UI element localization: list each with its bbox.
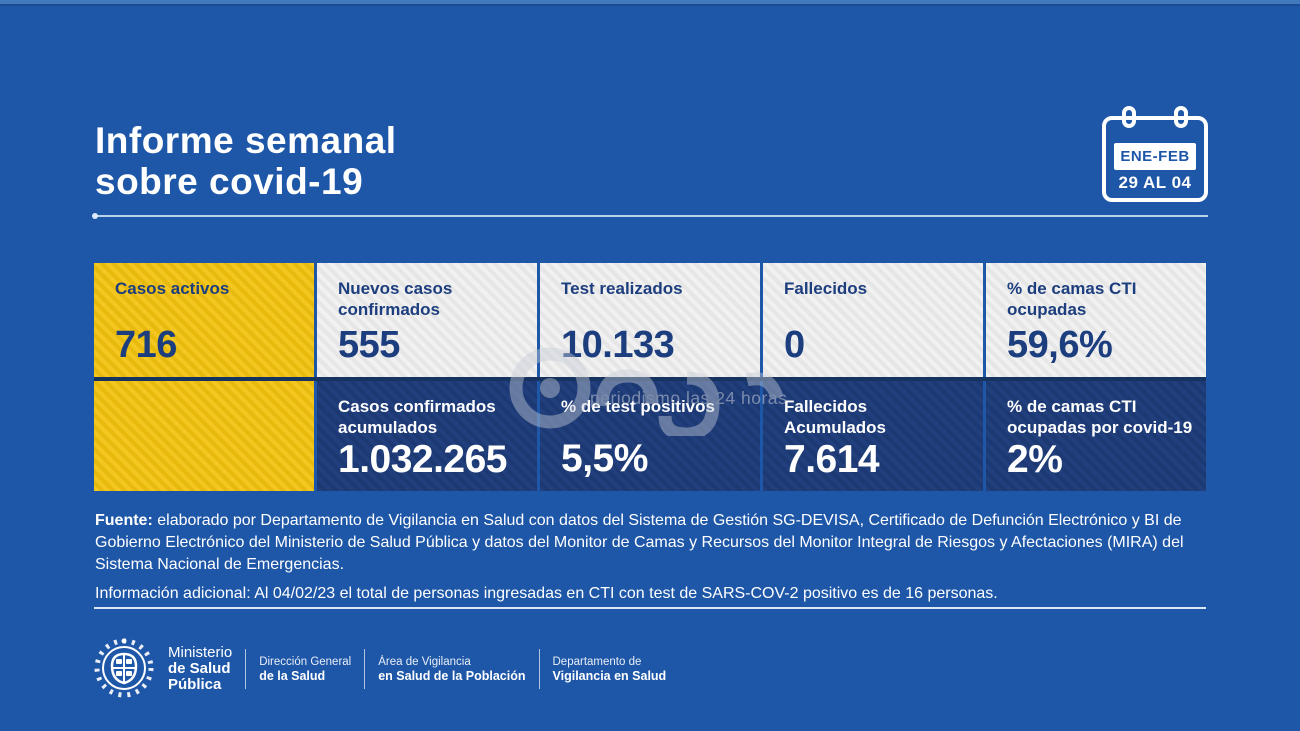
stat-label: Test realizados <box>561 279 683 298</box>
stat-label: Fallecidos <box>784 279 868 298</box>
source-prefix: Fuente: <box>95 512 153 529</box>
footer-divider <box>245 649 247 689</box>
page-title: Informe semanal sobre covid-19 <box>95 120 397 202</box>
footer-area-vigilancia: Área de Vigilancia en Salud de la Poblac… <box>378 655 525 684</box>
stat-nuevos-casos-confirmados: Nuevos casos confirmados 555 <box>317 263 537 377</box>
footer-divider <box>538 649 540 689</box>
stat-value: 0 <box>784 324 805 366</box>
stat-casos-confirmados-acumulados: Casos confirmados acumulados 1.032.265 <box>317 381 537 491</box>
stat-value: 555 <box>338 324 400 366</box>
stat-test-realizados: Test realizados 10.133 <box>540 263 760 377</box>
footer-departamento-vigilancia: Departamento de Vigilancia en Salud <box>553 655 667 684</box>
footer: Ministerio de Salud Pública Dirección Ge… <box>92 630 666 708</box>
stat-empty-yellow-cell <box>94 381 314 491</box>
additional-info: Información adicional: Al 04/02/23 el to… <box>95 585 998 602</box>
dept-light-line: Área de Vigilancia <box>378 655 471 668</box>
calendar-icon: ENE-FEB 29 AL 04 <box>1102 106 1208 202</box>
source-text: elaborado por Departamento de Vigilancia… <box>95 512 1184 573</box>
title-line-2: sobre covid-19 <box>95 161 364 202</box>
stat-value: 7.614 <box>784 438 880 481</box>
footer-ministry-name: Ministerio de Salud Pública <box>168 645 232 693</box>
stat-test-positivos-pct: % de test positivos 5,5% <box>540 381 760 491</box>
stats-row-divider <box>94 377 1206 381</box>
stat-value: 59,6% <box>1007 324 1113 366</box>
calendar-month-range: ENE-FEB <box>1114 143 1196 170</box>
top-strip <box>0 0 1300 6</box>
footer-divider <box>364 649 366 689</box>
ministry-line-3: Pública <box>168 676 222 693</box>
dept-bold-line: en Salud de la Población <box>378 668 526 683</box>
footer-direccion-general: Dirección General de la Salud <box>259 655 351 684</box>
calendar-day-range: 29 AL 04 <box>1118 173 1192 192</box>
stat-fallecidos: Fallecidos 0 <box>763 263 983 377</box>
calendar-body: ENE-FEB 29 AL 04 <box>1102 116 1208 202</box>
stat-value: 2% <box>1007 438 1063 481</box>
underline-dot <box>92 213 98 219</box>
stat-fallecidos-acumulados: Fallecidos Acumulados 7.614 <box>763 381 983 491</box>
title-underline <box>92 213 1208 219</box>
stat-value: 716 <box>115 324 177 366</box>
stat-value: 10.133 <box>561 324 675 366</box>
stat-value: 1.032.265 <box>338 438 508 481</box>
info-underline <box>94 607 1206 609</box>
stat-label: Casos confirmados acumulados <box>338 397 496 437</box>
ministry-logo-icon <box>94 638 154 698</box>
ministry-line-2: de Salud <box>168 660 231 677</box>
stat-label: Fallecidos Acumulados <box>784 397 887 437</box>
stat-label: % de camas CTI ocupadas <box>1007 279 1137 319</box>
stat-label: Casos activos <box>115 279 230 298</box>
dept-light-line: Departamento de <box>552 655 642 668</box>
stat-label: % de camas CTI ocupadas por covid-19 <box>1007 397 1193 437</box>
title-line-1: Informe semanal <box>95 120 397 161</box>
stat-camas-cti-ocupadas: % de camas CTI ocupadas 59,6% <box>986 263 1206 377</box>
dept-bold-line: de la Salud <box>259 668 326 683</box>
stat-label: Nuevos casos confirmados <box>338 279 453 319</box>
source-note: Fuente: elaborado por Departamento de Vi… <box>95 510 1215 576</box>
dept-bold-line: Vigilancia en Salud <box>552 668 667 683</box>
dept-light-line: Dirección General <box>259 655 352 668</box>
ministry-line-1: Ministerio <box>168 644 233 661</box>
stats-grid: Casos activos 716 Nuevos casos confirmad… <box>94 263 1206 491</box>
stat-value: 5,5% <box>561 437 648 480</box>
stat-label: % de test positivos <box>561 397 715 416</box>
stat-camas-cti-covid-pct: % de camas CTI ocupadas por covid-19 2% <box>986 381 1206 491</box>
stat-casos-activos: Casos activos 716 <box>94 263 314 377</box>
